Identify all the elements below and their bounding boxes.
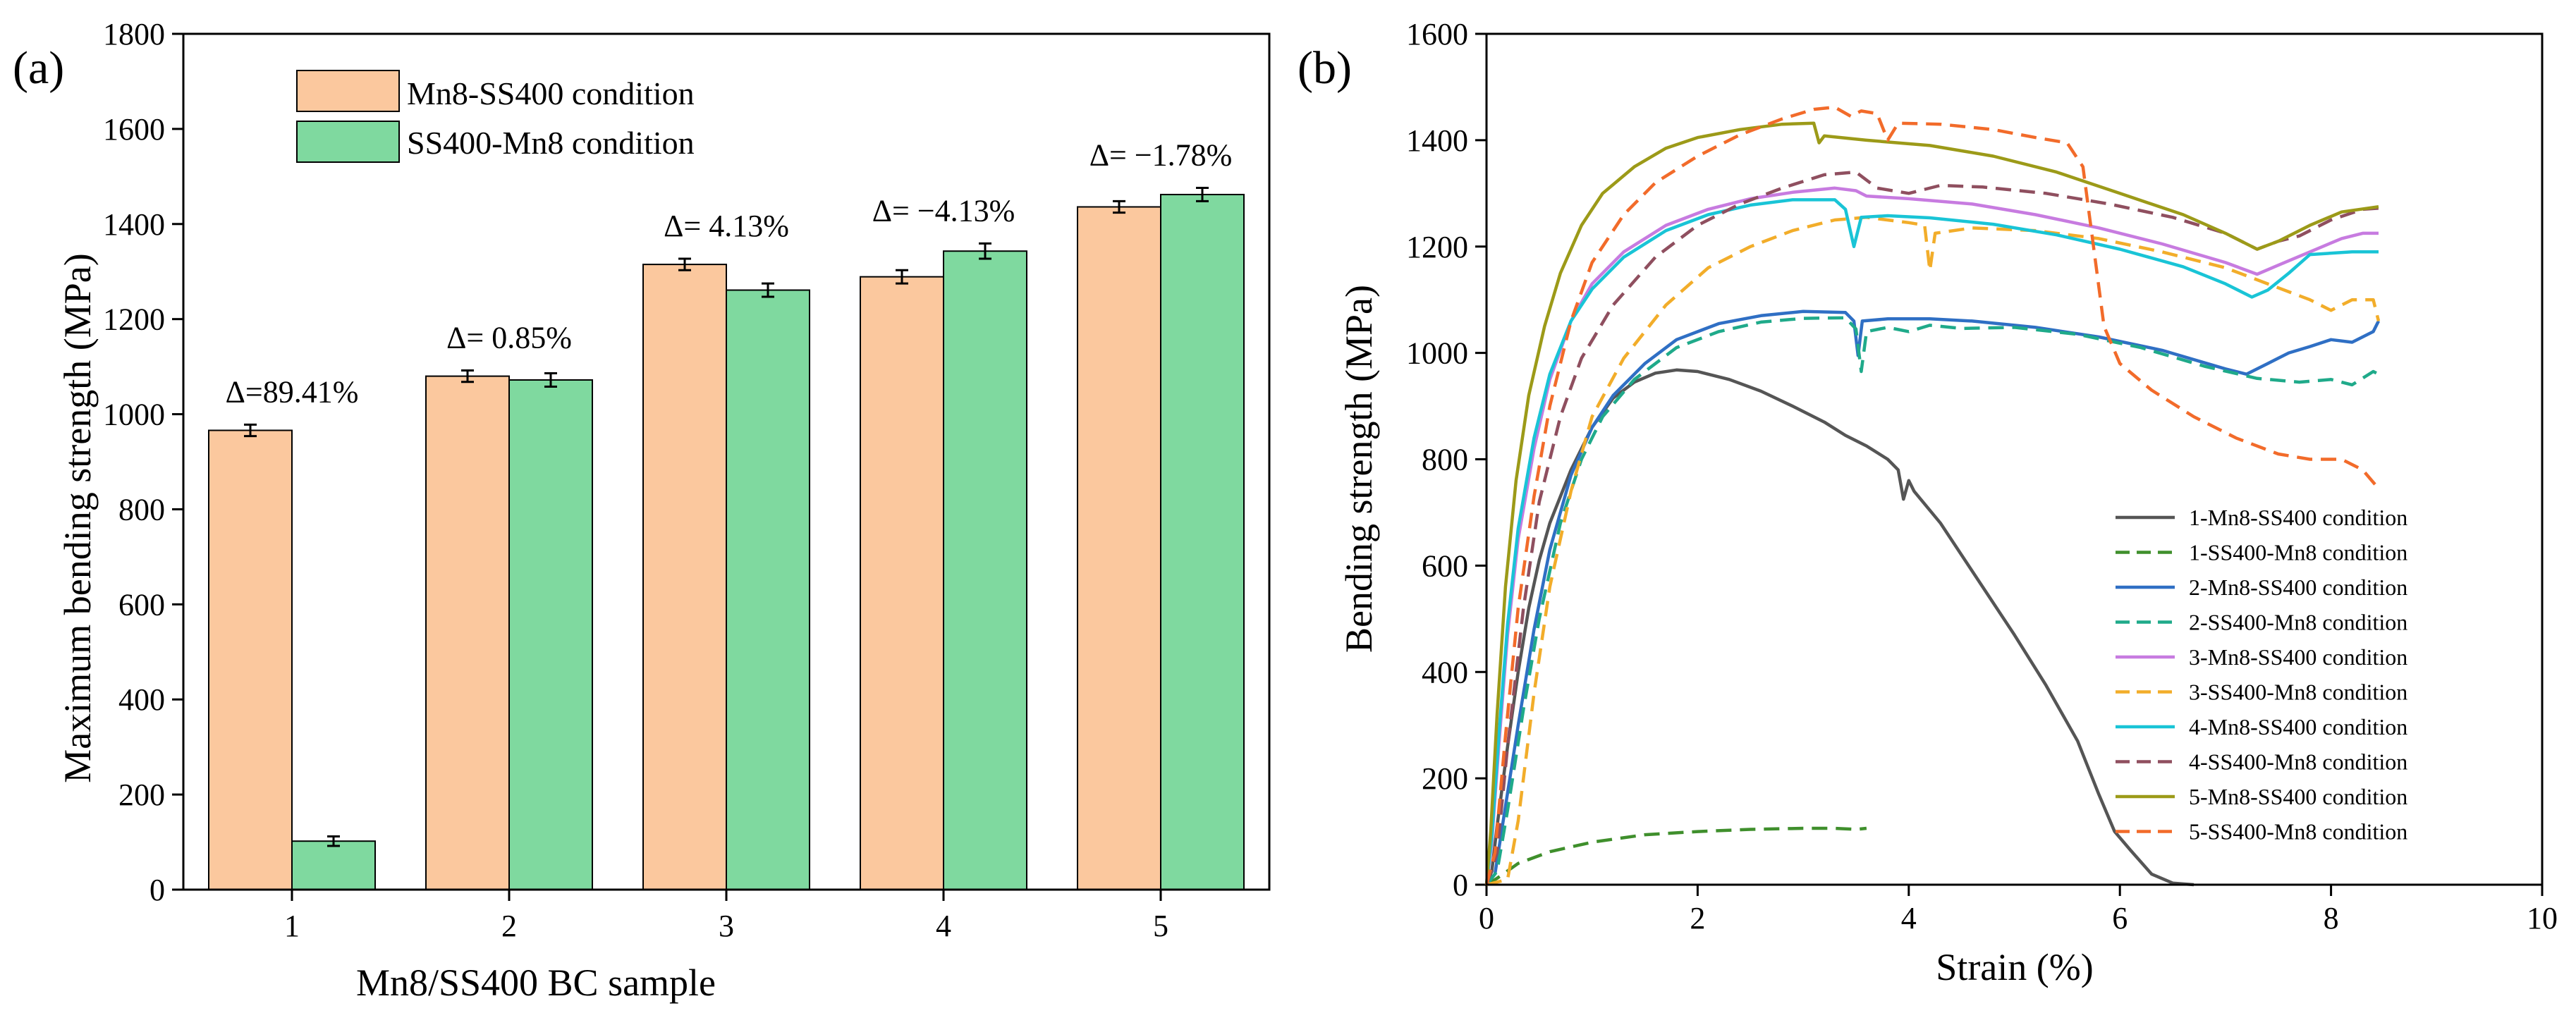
legend-swatch-mn8-ss400	[296, 70, 400, 112]
axis-ticks-b: 0 200 400 600 800 1000 1200 1400 1600 0 2 4 6 8 10	[1406, 17, 2558, 935]
y-tick-label-a: 1200	[103, 302, 165, 337]
y-tick-label-b: 800	[1422, 443, 1468, 477]
x-tick-label-b: 4	[1901, 901, 1917, 935]
y-tick-label-b: 1200	[1406, 230, 1468, 264]
bar-ss400-mn8	[508, 379, 593, 890]
y-tick-label-a: 400	[118, 682, 165, 717]
x-tick-label-b: 8	[2324, 901, 2339, 935]
x-tick-label-b: 10	[2527, 901, 2558, 935]
delta-label: Δ= 0.85%	[446, 321, 572, 355]
plot-frame-a	[182, 32, 1271, 891]
series-line-8	[1484, 170, 2379, 885]
chart-panel-b: (b) 0 200 400 600 800 1000 1200 1400 1600 0 2 4 6 8 10…	[1298, 17, 2558, 988]
series-line-4	[1485, 316, 2380, 886]
series-line-1	[1484, 368, 2195, 887]
x-tick-label-a: 2	[501, 909, 517, 943]
bar-mn8-ss400	[1077, 206, 1161, 890]
legend-label-b: 5-Mn8-SS400 condition	[2189, 784, 2407, 809]
plot-frame-b	[1485, 32, 2544, 886]
bar-mn8-ss400	[860, 276, 944, 890]
bar-mn8-ss400	[208, 429, 293, 890]
legend-label-b: 1-Mn8-SS400 condition	[2189, 505, 2407, 530]
legend-label-b: 1-SS400-Mn8 condition	[2189, 540, 2407, 565]
series-line-7	[1484, 198, 2379, 885]
bar-layer-a	[208, 187, 1245, 891]
axis-ticks-a: 0 200 400 600 800 1000 1200 1400 1600 1800 1 2 3 4 5	[103, 17, 1168, 943]
legend-label-b: 4-SS400-Mn8 condition	[2189, 749, 2407, 775]
y-tick-label-b: 200	[1422, 761, 1468, 796]
bar-ss400-mn8	[1160, 193, 1245, 890]
bar-ss400-mn8	[726, 289, 810, 890]
bar-mn8-ss400	[425, 375, 510, 890]
x-axis-label-a: Mn8/SS400 BC sample	[356, 962, 716, 1004]
x-tick-label-a: 5	[1153, 909, 1168, 943]
y-tick-label-a: 1600	[103, 112, 165, 147]
legend-label-b: 3-Mn8-SS400 condition	[2189, 644, 2407, 670]
x-axis-label-b: Strain (%)	[1936, 946, 2093, 988]
y-tick-label-a: 1000	[103, 398, 165, 432]
y-axis-label-b: Bending strength (MPa)	[1338, 285, 1380, 653]
delta-label: Δ= 4.13%	[664, 209, 789, 243]
series-line-6	[1486, 216, 2381, 887]
y-tick-label-b: 1600	[1406, 17, 1468, 51]
y-tick-label-b: 600	[1422, 548, 1468, 583]
line-layer-b	[1484, 105, 2381, 887]
y-axis-label-a: Maximum bending strength (MPa)	[56, 253, 99, 782]
series-line-2	[1485, 826, 1867, 886]
legend-b: 1-Mn8-SS400 condition 1-SS400-Mn8 conditi…	[2116, 505, 2407, 845]
y-tick-label-a: 0	[149, 873, 165, 907]
y-tick-label-b: 1000	[1406, 336, 1468, 371]
chart-panel-a: (a) 0 200 400 600 800 1000 1200 1400 1600 1800 1 2 3…	[13, 17, 1271, 1004]
series-line-9	[1484, 121, 2379, 885]
legend-swatch-ss400-mn8	[296, 121, 400, 163]
legend-label-b: 2-Mn8-SS400 condition	[2189, 575, 2407, 600]
y-tick-label-b: 1400	[1406, 123, 1468, 158]
bar-ss400-mn8	[291, 840, 376, 890]
x-tick-label-a: 1	[284, 909, 300, 943]
x-tick-label-a: 4	[936, 909, 951, 943]
bar-mn8-ss400	[642, 264, 727, 891]
legend-label-mn8-ss400: Mn8-SS400 condition	[407, 75, 695, 111]
legend-label-ss400-mn8: SS400-Mn8 condition	[407, 125, 695, 161]
y-tick-label-b: 400	[1422, 655, 1468, 689]
y-tick-label-b: 0	[1453, 868, 1468, 902]
legend-label-b: 4-Mn8-SS400 condition	[2189, 714, 2407, 739]
y-tick-label-a: 800	[118, 492, 165, 527]
legend-label-b: 3-SS400-Mn8 condition	[2189, 680, 2407, 705]
legend-label-b: 2-SS400-Mn8 condition	[2189, 610, 2407, 635]
y-tick-label-a: 1800	[103, 17, 165, 51]
y-tick-label-a: 1400	[103, 207, 165, 242]
delta-label: Δ=89.41%	[226, 374, 359, 409]
x-tick-label-b: 2	[1690, 901, 1705, 935]
delta-annotations: Δ=89.41% Δ= 0.85% Δ= 4.13% Δ= −4.13% Δ= −1.7…	[226, 138, 1233, 410]
series-line-5	[1484, 186, 2379, 885]
bar-ss400-mn8	[943, 250, 1027, 890]
y-tick-label-a: 200	[118, 778, 165, 812]
panel-label-a: (a)	[13, 42, 64, 94]
x-tick-label-b: 0	[1479, 901, 1494, 935]
legend-label-b: 5-SS400-Mn8 condition	[2189, 819, 2407, 845]
x-tick-label-a: 3	[719, 909, 734, 943]
legend-a: Mn8-SS400 condition SS400-Mn8 condition	[296, 70, 695, 163]
delta-label: Δ= −4.13%	[872, 193, 1015, 228]
series-line-10	[1484, 105, 2380, 885]
x-tick-label-b: 6	[2112, 901, 2128, 935]
y-tick-label-a: 600	[118, 587, 165, 622]
panel-label-b: (b)	[1298, 42, 1352, 94]
delta-label: Δ= −1.78%	[1089, 138, 1233, 173]
